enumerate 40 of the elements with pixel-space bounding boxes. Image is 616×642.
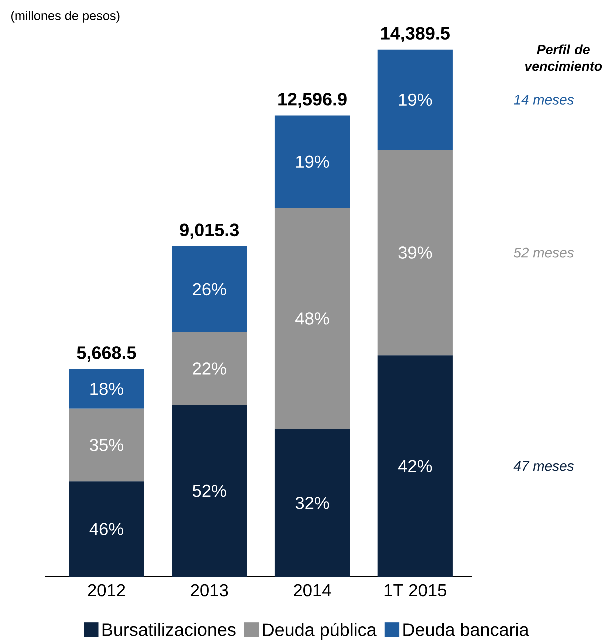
text: 52 meses [514,248,574,258]
annotation: 19% [296,156,330,168]
chart-subtitle: (millones de pesos) [12,11,120,23]
bar [69,482,144,577]
bar [274,429,350,577]
annotation: 26% [193,283,226,296]
x-tick-label: 2013 [191,584,228,597]
annotation: 46% [90,523,124,536]
x-tick-label: 2014 [294,584,332,597]
text: 14 meses [514,95,574,105]
annotation: 48% [296,312,330,325]
bar [69,408,144,482]
annotation: 52% [192,484,226,498]
annotation: 35% [90,439,124,452]
bar [172,405,248,577]
text: Perfil de vencimiento [525,44,602,72]
x-tick-label: 1T 2015 [384,584,446,597]
annotation: 5,668.5 [77,346,136,362]
legend-label: Deuda bancaria [404,623,530,636]
annotation: 18% [90,382,124,396]
bar [274,208,350,430]
bar [378,50,453,150]
annotation: 39% [398,246,432,259]
x-tick-label: 2012 [88,584,126,597]
annotation: 9,015.3 [180,224,240,240]
annotation: 22% [193,362,226,375]
bar [172,332,248,406]
bar [69,369,144,409]
annotation: 19% [399,94,432,106]
annotation: 12,596.9 [278,93,347,108]
legend-label: Bursatilizaciones [102,623,236,636]
bar [172,246,248,332]
bar [378,356,453,577]
bar [378,150,453,356]
legend-label: Deuda pública [263,622,377,640]
annotation: 32% [296,497,330,510]
bar [274,116,350,208]
text: 47 meses [514,461,574,472]
annotation: 42% [398,460,432,472]
annotation: 14,389.5 [382,27,450,43]
